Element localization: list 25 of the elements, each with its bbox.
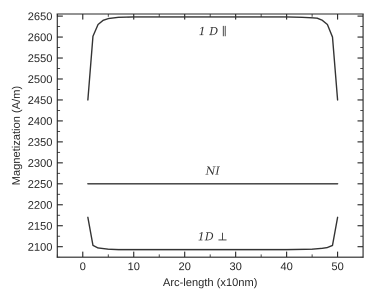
x-tick-label: 30 — [230, 262, 242, 270]
y-tick-label: 2200 — [28, 201, 52, 209]
y-tick-label: 2650 — [28, 12, 52, 20]
series-label: 1D ⊥ — [198, 232, 227, 240]
x-tick-label: 10 — [128, 262, 140, 270]
y-tick-label: 2450 — [28, 96, 52, 104]
series-label: NI — [205, 166, 220, 175]
y-tick-label: 2100 — [28, 242, 52, 251]
x-tick-label: 0 — [80, 262, 86, 270]
y-axis-title: Magnetization (A/m) — [12, 86, 22, 184]
y-tick-label: 2250 — [28, 180, 52, 188]
y-tick-label: 2550 — [28, 54, 52, 62]
y-tick-label: 2350 — [28, 138, 52, 146]
x-axis-title: Arc-length (x10nm) — [162, 278, 257, 288]
y-tick-label: 2600 — [28, 33, 52, 42]
y-tick-label: 2300 — [28, 159, 52, 167]
y-tick-label: 2400 — [28, 117, 52, 126]
line-series — [87, 16, 338, 101]
line-series — [87, 216, 338, 250]
legend-label: 1 D ∥ — [199, 26, 226, 36]
y-tick-label: 2500 — [28, 75, 52, 84]
y-tick-label: 2150 — [28, 222, 52, 230]
x-tick-label: 50 — [332, 262, 344, 270]
x-tick-label: 40 — [280, 262, 292, 270]
x-tick-label: 20 — [179, 262, 190, 270]
